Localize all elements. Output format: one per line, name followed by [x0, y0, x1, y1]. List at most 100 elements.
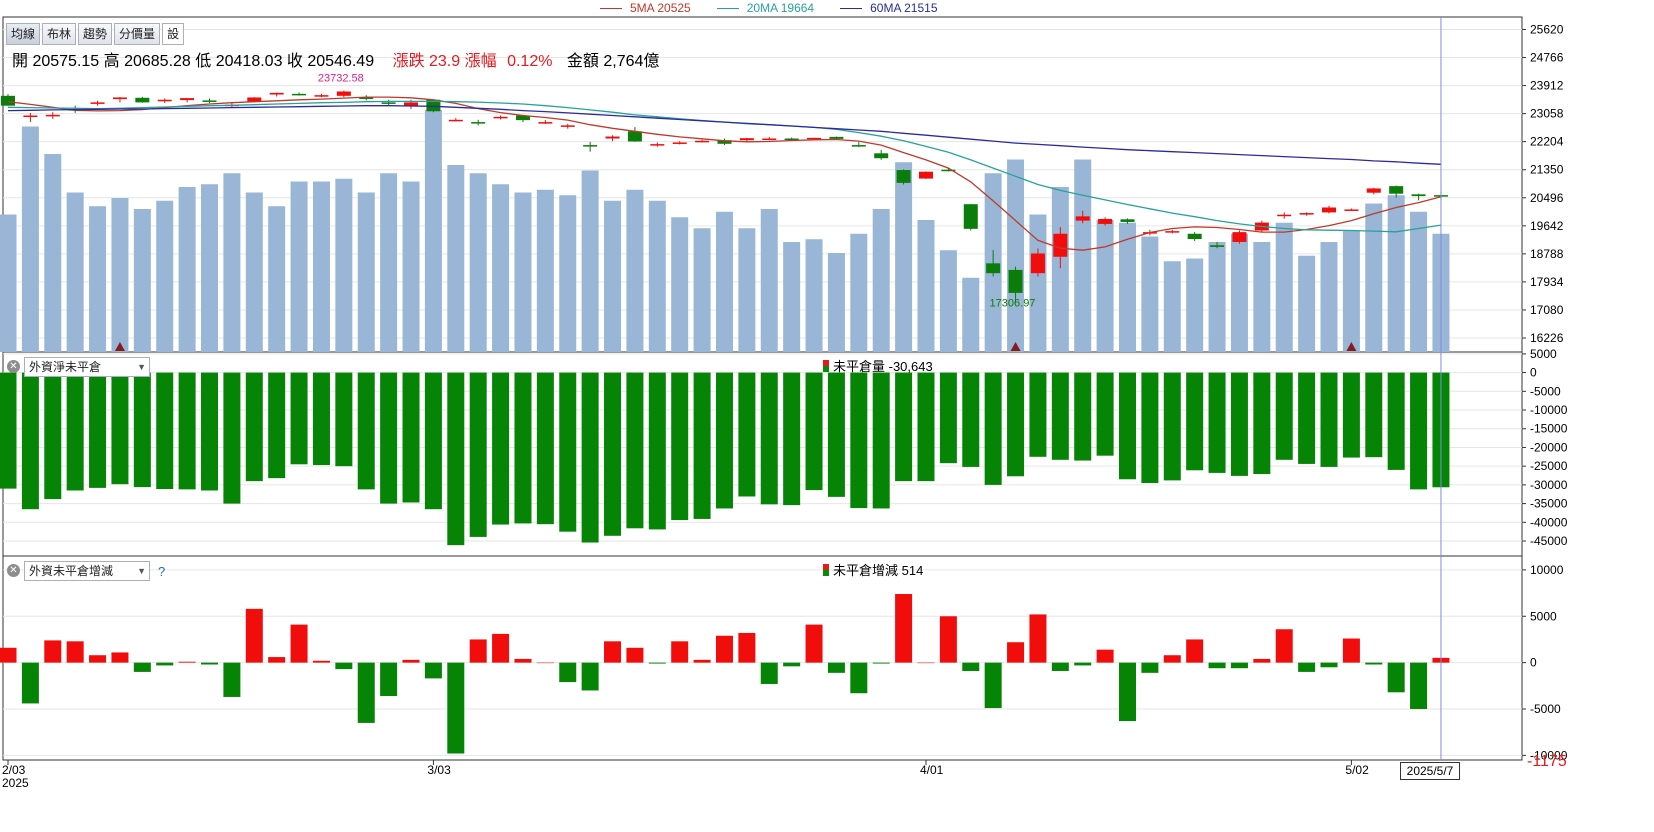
oi-tick-label: 5000	[1530, 347, 1557, 361]
corner-value-label: -1175	[1527, 753, 1567, 770]
low-value: 低 20418.03	[195, 53, 283, 70]
oi-change-bar	[44, 640, 62, 663]
oi-bar	[268, 372, 286, 479]
oi-bar	[917, 372, 935, 482]
candle-body	[269, 92, 284, 95]
legend-ma60-swatch	[840, 7, 863, 9]
oi-bar	[1074, 372, 1092, 461]
oi-bar	[111, 372, 129, 485]
oi-change-bar	[1007, 642, 1025, 663]
volume-profile-button[interactable]: 分價量	[114, 23, 161, 45]
date-tick-label: 4/01	[920, 763, 944, 777]
change-value: 漲跌 23.9	[392, 53, 461, 70]
price-tick-label: 20496	[1530, 191, 1564, 205]
volume-bar	[1298, 255, 1316, 352]
signal-marker-icon	[1010, 342, 1021, 351]
date-tick-label: 5/02	[1345, 763, 1369, 777]
oi-change-bar	[783, 662, 801, 667]
oi-bar	[1051, 372, 1069, 460]
oi-tick-label: -5000	[1530, 384, 1561, 398]
oi-change-bar	[424, 662, 442, 679]
oi-bar	[984, 372, 1002, 485]
oi-tick-label: -30000	[1530, 478, 1568, 492]
volume-bar	[850, 233, 868, 352]
oi-bar	[671, 372, 689, 521]
candle-body	[941, 169, 956, 172]
oi-change-tick-label: 0	[1530, 656, 1537, 670]
oi-change-bar	[447, 662, 465, 754]
close-value: 收 20546.49	[286, 53, 375, 70]
panel3-title: 未平倉增減 514	[823, 560, 923, 579]
close-panel-icon[interactable]: ✕	[7, 564, 20, 577]
candle-body	[829, 136, 844, 139]
oi-change-bar	[1141, 662, 1159, 673]
oi-change-bar	[21, 662, 39, 704]
volume-bar	[783, 242, 801, 352]
bollinger-button[interactable]: 布林	[42, 23, 77, 45]
oi-bar	[1275, 372, 1293, 460]
volume-bar	[1387, 195, 1405, 352]
volume-bar	[1275, 222, 1293, 352]
volume-bar	[1163, 261, 1181, 352]
oi-bar	[1029, 372, 1047, 457]
candle-body	[918, 171, 933, 179]
oi-change-bar	[245, 608, 263, 663]
price-tick-label: 25620	[1530, 22, 1564, 36]
candle-body	[650, 144, 665, 146]
candle-body	[739, 138, 754, 141]
oi-bar	[290, 372, 308, 465]
price-tick-label: 24766	[1530, 51, 1564, 65]
oi-change-bar	[1096, 649, 1114, 663]
candle-body	[762, 138, 777, 141]
volume-bar	[178, 187, 196, 352]
candle-body	[1389, 186, 1404, 194]
oi-bar	[89, 372, 107, 488]
volume-bar	[626, 189, 644, 352]
settings-button[interactable]: 設	[162, 23, 185, 45]
oi-bar	[492, 372, 510, 525]
volume-bar	[156, 200, 174, 352]
volume-bar	[335, 178, 353, 352]
oi-bar	[447, 372, 465, 546]
close-panel-icon[interactable]: ✕	[7, 360, 20, 373]
oi-change-bar	[290, 624, 308, 663]
ma-button[interactable]: 均線	[6, 23, 41, 45]
candle-body	[605, 136, 620, 139]
candle-body	[896, 170, 911, 183]
oi-change-bar	[984, 662, 1002, 709]
oi-change-bar	[492, 633, 510, 663]
oi-change-bar	[0, 647, 17, 663]
panel2-indicator-select[interactable]: 外資淨未平倉 ▼	[24, 357, 150, 377]
panel3-indicator-select[interactable]: 外資未平倉增減 ▼	[24, 561, 150, 581]
volume-bar	[760, 209, 778, 352]
candle-body	[180, 98, 195, 101]
volume-bar	[1230, 233, 1248, 352]
price-tick-label: 16226	[1530, 331, 1564, 345]
oi-change-tick-label: 5000	[1530, 609, 1557, 623]
volume-bar	[693, 228, 711, 352]
legend-ma5-label: 5MA 20525	[630, 1, 691, 15]
oi-bar	[514, 372, 532, 524]
updown-marker-icon	[823, 563, 829, 576]
oi-change-bar	[872, 662, 890, 664]
help-icon[interactable]: ?	[158, 564, 166, 579]
price-tick-label: 19642	[1530, 219, 1564, 233]
legend-ma5: 5MA 20525	[600, 1, 691, 15]
volume-bar	[223, 173, 241, 352]
candle-body	[471, 122, 486, 124]
legend-ma60: 60MA 21515	[840, 1, 938, 15]
oi-bar	[156, 372, 174, 489]
oi-bar	[312, 372, 330, 466]
oi-bar	[581, 372, 599, 543]
volume-bar	[0, 214, 17, 352]
oi-bar	[424, 372, 442, 510]
volume-bar	[738, 228, 756, 352]
volume-bar	[1119, 222, 1136, 352]
volume-bar	[290, 181, 308, 352]
year-tick-label: 2025	[2, 776, 29, 790]
ma5-line	[7, 96, 1442, 251]
volume-bar	[1410, 211, 1428, 352]
trend-button[interactable]: 趨勢	[78, 23, 113, 45]
oi-change-bar	[1298, 662, 1316, 672]
oi-change-bar	[693, 659, 711, 663]
